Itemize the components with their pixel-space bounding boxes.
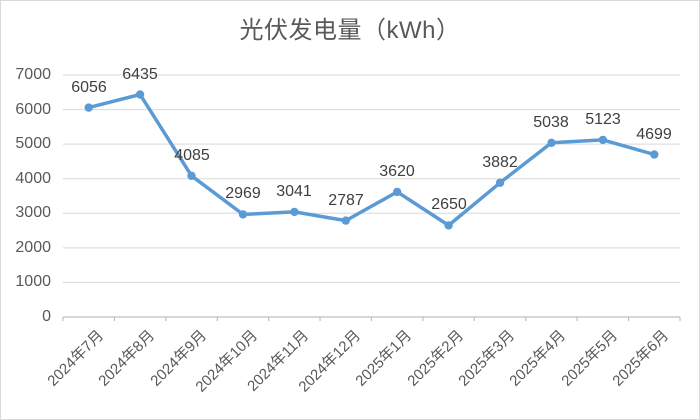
data-point-marker: [187, 171, 196, 180]
data-point-label: 4085: [174, 147, 210, 164]
data-point-label: 3041: [276, 183, 312, 200]
data-point-marker: [495, 178, 505, 187]
y-axis-tick-label: 1000: [15, 273, 51, 290]
y-axis-tick-label: 2000: [15, 239, 51, 256]
data-point-marker: [290, 207, 299, 217]
data-point-label: 6435: [122, 66, 158, 83]
chart-title: 光伏发电量（kWh）: [239, 17, 461, 44]
data-point-label: 6056: [71, 79, 107, 96]
data-point-marker: [341, 216, 350, 225]
y-axis-tick-label: 7000: [15, 66, 51, 83]
data-point-marker: [238, 210, 248, 219]
data-point-marker: [135, 90, 145, 99]
y-axis-tick-label: 0: [42, 308, 51, 325]
data-point-label: 2650: [431, 196, 467, 213]
data-point-marker: [84, 103, 93, 112]
data-point-label: 3882: [482, 154, 518, 171]
series-line: [86, 92, 657, 228]
data-point-marker: [444, 221, 453, 230]
y-axis-tick-label: 6000: [15, 101, 51, 118]
data-point-marker: [393, 187, 402, 197]
data-point-marker: [598, 135, 608, 145]
data-point-label: 2969: [225, 185, 261, 202]
data-point-label: 5038: [533, 114, 569, 131]
y-axis-tick-label: 5000: [15, 135, 51, 152]
data-point-label: 2787: [328, 192, 364, 209]
data-point-label: 5123: [585, 111, 621, 128]
data-point-marker: [547, 138, 556, 147]
data-point-label: 4699: [636, 126, 672, 143]
y-axis-tick-label: 4000: [15, 170, 51, 187]
data-point-label: 3620: [379, 163, 415, 180]
data-point-marker: [650, 150, 659, 159]
y-axis-tick-label: 3000: [15, 204, 51, 221]
